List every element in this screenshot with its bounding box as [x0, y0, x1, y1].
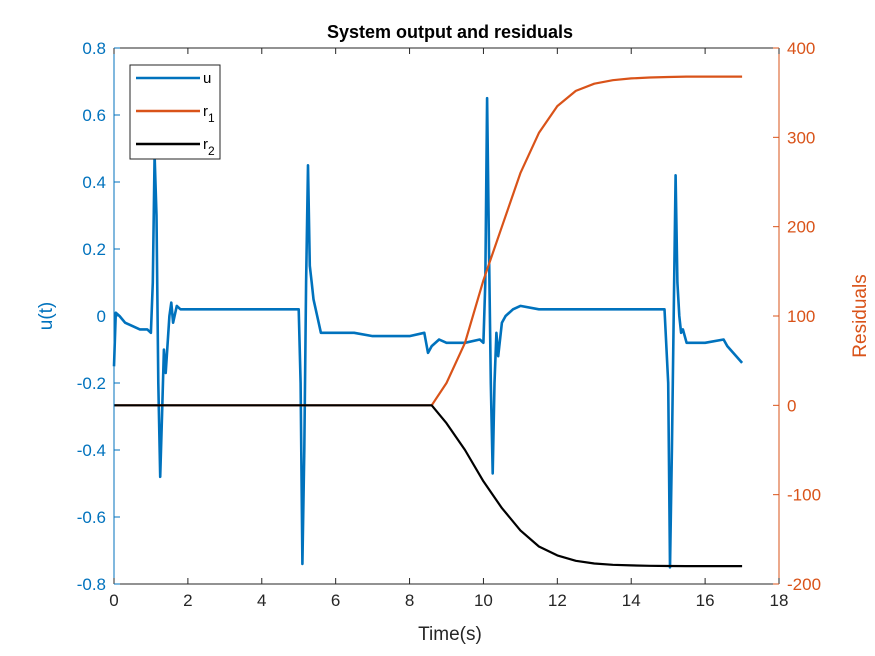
y-left-tick-label: 0.2: [82, 240, 106, 259]
y-left-tick-label: -0.2: [77, 374, 106, 393]
x-tick-label: 16: [696, 591, 715, 610]
series-line-u: [112, 96, 744, 569]
x-tick-label: 4: [257, 591, 266, 610]
y-right-axis-label: Residuals: [850, 274, 871, 357]
y-left-tick-label: 0.8: [82, 39, 106, 58]
y-right-tick-label: 300: [787, 128, 815, 147]
x-tick-label: 8: [405, 591, 414, 610]
y-right-tick-label: -100: [787, 486, 821, 505]
y-left-tick-label: -0.6: [77, 508, 106, 527]
x-tick-label: 0: [109, 591, 118, 610]
y-right-tick-label: 200: [787, 218, 815, 237]
legend-label-u: u: [203, 70, 211, 87]
x-tick-label: 12: [548, 591, 567, 610]
y-right-tick-label: 100: [787, 307, 815, 326]
chart-title: System output and residuals: [327, 22, 573, 42]
y-right-tick-label: 400: [787, 39, 815, 58]
y-left-tick-label: -0.8: [77, 575, 106, 594]
x-tick-label: 14: [622, 591, 641, 610]
x-tick-label: 6: [331, 591, 340, 610]
x-tick-label: 2: [183, 591, 192, 610]
tick-layer: 0 2 4 6 8 10 12 14 16 18 -0.8 -0.6 -0.4 -0.2 0 0.2 0.4 0.…: [77, 39, 821, 610]
x-tick-label: 10: [474, 591, 493, 610]
series-layer: [112, 75, 744, 569]
y-left-tick-label: -0.4: [77, 441, 106, 460]
y-left-tick-label: 0.6: [82, 106, 106, 125]
series-line-r2: [114, 404, 743, 568]
x-tick-label: 18: [770, 591, 789, 610]
y-right-tick-label: -200: [787, 575, 821, 594]
y-right-tick-label: 0: [787, 396, 796, 415]
y-left-tick-label: 0.4: [82, 173, 106, 192]
x-axis-label: Time(s): [418, 624, 482, 645]
y-left-axis-label: u(t): [36, 302, 57, 331]
y-left-tick-label: 0: [97, 307, 106, 326]
